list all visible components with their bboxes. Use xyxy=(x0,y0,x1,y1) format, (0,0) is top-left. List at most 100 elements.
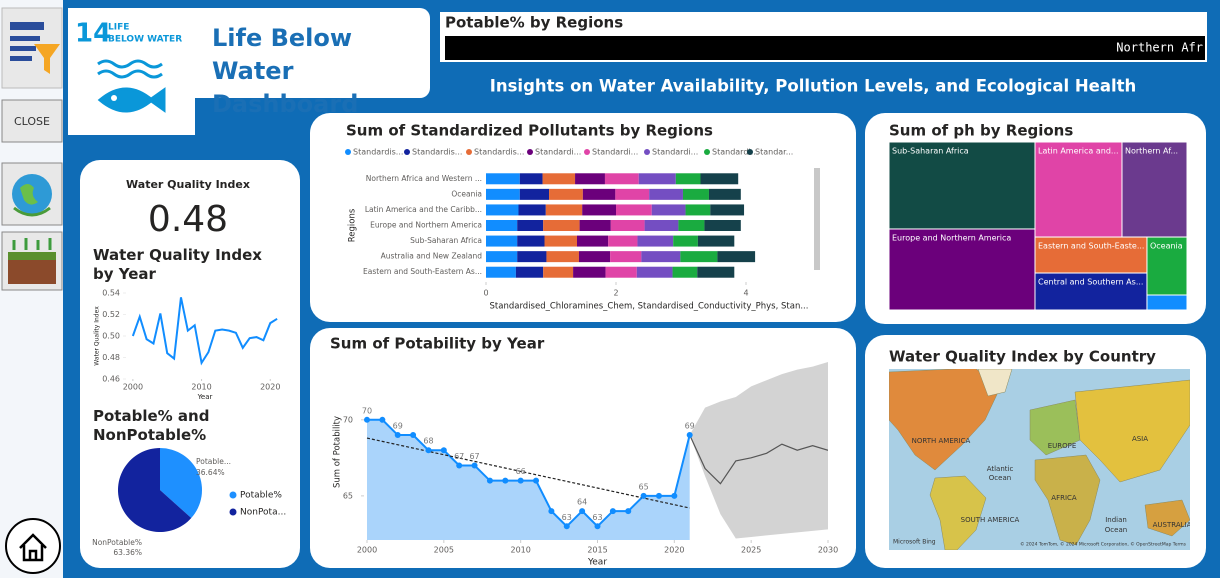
close-button[interactable]: CLOSE xyxy=(1,99,63,143)
y-tick-label: Latin America and the Caribb... xyxy=(365,205,482,214)
bar-segment xyxy=(517,235,545,247)
legend-marker xyxy=(704,149,710,155)
x-tick-label: 2020 xyxy=(664,546,684,555)
map-label: Atlantic xyxy=(987,465,1014,473)
kpi-label: Water Quality Index xyxy=(126,178,250,191)
y-tick-label: Europe and Northern America xyxy=(370,221,482,230)
bar-segment xyxy=(637,235,674,247)
value-label: 67 xyxy=(454,452,464,461)
bar-segment xyxy=(604,173,639,185)
legend-label: Standardi... xyxy=(535,148,581,157)
value-label: 63.36% xyxy=(113,548,142,557)
value-label: 65 xyxy=(639,482,649,491)
bar-segment xyxy=(710,204,745,216)
bar-segment xyxy=(680,251,718,263)
bar-segment xyxy=(615,188,650,200)
value-label: 63 xyxy=(562,513,572,522)
x-tick-label: 2010 xyxy=(191,383,211,392)
x-tick-label: 2000 xyxy=(123,383,143,392)
scrollbar[interactable] xyxy=(814,168,820,270)
x-tick-label: 2025 xyxy=(741,546,761,555)
bar-segment xyxy=(486,188,520,200)
treemap-cell xyxy=(1034,272,1148,311)
map-label: Ocean xyxy=(1105,526,1127,534)
treemap-cell xyxy=(1146,236,1188,296)
value-label: 64 xyxy=(577,498,587,507)
point xyxy=(486,477,493,484)
bar-segment xyxy=(486,251,518,263)
y-tick-label: Sub-Saharan Africa xyxy=(410,236,482,245)
home-button[interactable] xyxy=(5,518,61,574)
value-label: 63 xyxy=(592,513,602,522)
bar-segment xyxy=(651,204,686,216)
legend-marker xyxy=(345,149,351,155)
point xyxy=(394,432,401,439)
bar-segment xyxy=(704,220,741,231)
point xyxy=(456,462,463,469)
soil-button[interactable] xyxy=(1,231,63,291)
bar-segment xyxy=(685,204,711,216)
x-tick-label: 0 xyxy=(483,289,488,298)
value-label: 36.64% xyxy=(196,468,225,477)
bar-segment xyxy=(717,251,756,263)
bar-segment xyxy=(605,266,637,278)
legend-marker xyxy=(466,149,472,155)
point xyxy=(625,508,632,515)
treemap-label: Latin America and... xyxy=(1038,147,1119,156)
logo-line: BELOW WATER xyxy=(108,35,182,45)
map-label: Ocean xyxy=(989,474,1011,482)
bar-segment xyxy=(518,204,546,216)
bar-segment xyxy=(673,235,698,247)
bar-segment xyxy=(638,173,676,185)
treemap-cell xyxy=(1034,236,1148,274)
chart-title: Sum of ph by Regions xyxy=(889,122,1073,140)
point xyxy=(609,508,616,515)
bar-segment xyxy=(616,204,652,216)
bar-segment xyxy=(608,235,638,247)
bar-segment xyxy=(515,266,544,278)
globe-button[interactable] xyxy=(1,162,63,226)
point xyxy=(502,477,509,484)
treemap-cell xyxy=(888,141,1036,230)
x-tick-label: 2 xyxy=(613,289,618,298)
chart-title: Sum of Potability by Year xyxy=(330,335,545,353)
map-label: ASIA xyxy=(1132,435,1148,443)
x-tick-label: 2015 xyxy=(587,546,607,555)
line xyxy=(131,297,278,366)
point xyxy=(594,523,601,530)
bar-segment xyxy=(486,235,518,247)
landmass xyxy=(929,475,987,550)
bar-segment xyxy=(486,204,519,216)
map-label: AUSTRALIA xyxy=(1153,521,1192,529)
treemap-cell xyxy=(1034,141,1123,238)
bar-segment xyxy=(610,220,645,231)
bar-segment xyxy=(582,188,616,200)
bar-segment xyxy=(517,220,544,231)
bar-segment xyxy=(577,235,609,247)
bar-segment xyxy=(519,188,550,200)
x-axis-label: Year xyxy=(197,393,213,401)
filter-button[interactable] xyxy=(1,7,63,89)
y-tick-label: 0.50 xyxy=(102,332,120,341)
landmass xyxy=(977,369,1013,397)
point xyxy=(563,523,570,530)
bar-segment xyxy=(678,220,705,231)
area xyxy=(367,419,690,540)
point xyxy=(579,508,586,515)
value-label: 70 xyxy=(362,406,372,415)
bar-segment xyxy=(486,173,520,185)
x-tick-label: 2030 xyxy=(818,546,838,555)
legend-marker xyxy=(584,149,590,155)
y-tick-label: 0.48 xyxy=(102,353,120,362)
pie-slice xyxy=(160,448,203,519)
x-tick-label: 2005 xyxy=(434,546,454,555)
y-axis-label: Sum of Potability xyxy=(333,416,343,488)
chart-title: Sum of Standardized Pollutants by Region… xyxy=(346,122,713,140)
treemap-label: Europe and Northern America xyxy=(892,233,1011,242)
treemap-cell xyxy=(1121,141,1188,238)
slice-label: NonPotable% xyxy=(92,538,142,547)
legend-label: Standardi... xyxy=(712,148,758,157)
point xyxy=(640,492,647,499)
bar-segment xyxy=(641,251,681,263)
